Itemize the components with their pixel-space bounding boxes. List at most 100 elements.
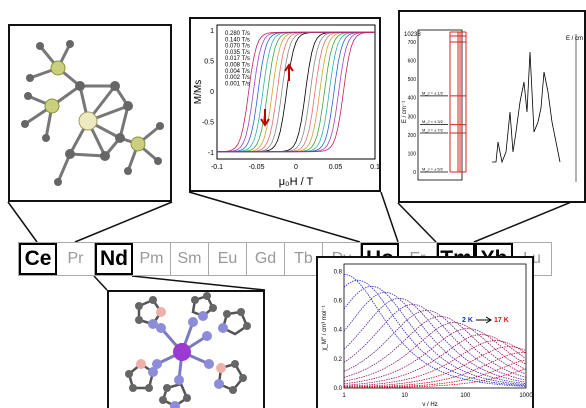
element-pr: Pr [57, 243, 95, 275]
energy-tick-label: 400 [408, 96, 417, 102]
x-tick-label: 100 [460, 393, 471, 399]
energy-tick-label: 300 [408, 114, 417, 120]
connector-nd [93, 275, 108, 291]
connector-ho [380, 191, 399, 243]
temperature-curve [343, 279, 527, 387]
level-label: M_J = ± 3/2 [422, 119, 444, 124]
sweep-rate-label: 0.001 T/s [225, 81, 250, 87]
plot-frame [343, 263, 527, 389]
sweep-rate-label: 0.070 T/s [225, 44, 250, 50]
y-tick-label: 0.0 [334, 386, 343, 392]
energy-axis-label: E / cm⁻¹ [402, 101, 408, 123]
temperature-curve [343, 297, 527, 383]
element-sm: Sm [171, 243, 209, 275]
ac-susceptibility-chart: 0.8 0.6 0.4 0.2 0.0 1 10 100 1000 χ_M'' / cm³ m… [322, 263, 532, 408]
x-axis-label: ν / Hz [422, 402, 437, 408]
neodymium-molecule-image [125, 292, 251, 408]
temperature-curve [343, 285, 527, 386]
sweep-rate-label: 0.017 T/s [225, 56, 250, 62]
plot-frame [216, 24, 376, 160]
ac-susceptibility-panel: 0.8 0.6 0.4 0.2 0.0 1 10 100 1000 χ_M'' / cm³ m… [316, 256, 534, 408]
hysteresis-curve-up [217, 31, 376, 153]
element-pm: Pm [133, 243, 171, 275]
y-tick-label: 0.4 [334, 328, 343, 334]
y-axis-label: M/Ms [193, 80, 204, 104]
legend-end-temp: 17 K [494, 317, 509, 324]
x-tick-label: -0.05 [249, 164, 265, 171]
legend-start-temp: 2 K [462, 317, 473, 324]
connector-tm [473, 195, 586, 243]
sweep-rate-legend: 0.280 T/s0.140 T/s0.070 T/s0.035 T/s0.01… [225, 31, 250, 87]
energy-tick-label: 200 [408, 133, 417, 139]
connector-tm [397, 202, 437, 243]
y-tick-label: 0.5 [204, 59, 214, 66]
connector-ce [7, 201, 38, 243]
x-tick-label: 1 [342, 393, 346, 399]
temperature-curve [343, 273, 527, 387]
temperature-curve [343, 322, 527, 382]
energy-tick-label: 500 [408, 77, 417, 83]
sweep-rate-label: 0.008 T/s [225, 63, 250, 69]
sweep-rate-label: 0.004 T/s [225, 69, 250, 75]
temperature-curve [343, 346, 527, 388]
top-energy-value: 10238 [404, 32, 421, 38]
x-axis-ticks: 1 10 100 1000 [342, 393, 532, 399]
y-axis-ticks: 0.8 0.6 0.4 0.2 0.0 [334, 269, 343, 392]
cerium-molecule-image [21, 40, 164, 186]
y-axis-ticks: 1 0.5 0 -0.5 -1 [202, 28, 214, 157]
sweep-rate-label: 0.140 T/s [225, 37, 250, 43]
level-label: M_J = ± 1/2 [422, 90, 444, 95]
susceptibility-curves [343, 273, 527, 389]
sweep-rate-label: 0.002 T/s [225, 75, 250, 81]
y-tick-label: 1 [210, 28, 214, 35]
neodymium-atom [173, 343, 191, 361]
x-axis-label: μ₀H / T [279, 176, 314, 188]
y-axis-label: χ_M'' / cm³ mol⁻¹ [322, 305, 328, 350]
level-label: M_J = ± 7/2 [422, 128, 444, 133]
energy-tick-label: 700 [408, 40, 417, 46]
neodymium-structure-panel [107, 290, 265, 408]
connector-ce [74, 201, 173, 243]
temperature-curve [343, 309, 527, 378]
temperature-curve [343, 328, 527, 385]
arrow-up-icon [284, 63, 294, 81]
spectrum-trace [492, 51, 561, 164]
temperature-curve [344, 368, 527, 389]
connector-nd [131, 275, 266, 291]
hysteresis-panel: 0.280 T/s 0.140 T/s 0.070 T/s 0.035 T/s 0.01… [189, 17, 381, 192]
connector-ho [188, 191, 361, 243]
hysteresis-curve-down [216, 31, 375, 153]
energy-tick-label: 600 [408, 59, 417, 65]
energy-level-diagram: 10238 E / cm⁻¹ 700 600 500 400 300 200 100 0 M_… [402, 29, 583, 182]
x-tick-label: 10 [401, 393, 408, 399]
x-tick-label: -0.1 [211, 164, 223, 171]
hysteresis-curves [216, 31, 376, 153]
element-eu: Eu [209, 243, 247, 275]
x-tick-label: 1000 [519, 393, 532, 399]
y-tick-label: 0.8 [334, 269, 343, 275]
element-gd: Gd [247, 243, 285, 275]
y-tick-label: 0.6 [334, 298, 343, 304]
x-tick-label: 0.1 [370, 164, 379, 171]
level-lines: M_J = ± 5/2 M_J = ± 7/2 M_J = ± 3/2 M_J = ±… [420, 90, 466, 173]
level-label: M_J = ± 5/2 [422, 167, 444, 172]
level-frame [417, 29, 463, 181]
element-nd: Nd [95, 243, 133, 275]
x-tick-label: 0 [294, 164, 298, 171]
energy-levels-panel: 10238 E / cm⁻¹ 700 600 500 400 300 200 100 0 M_… [398, 10, 586, 203]
temperature-curve [344, 352, 527, 388]
y-tick-label: 0.2 [334, 357, 343, 363]
right-axis-label: E / cm [566, 36, 583, 42]
sweep-rate-label: 0.280 T/s [225, 31, 250, 37]
temperature-curve [343, 340, 527, 387]
hysteresis-chart: 0.280 T/s0.140 T/s0.070 T/s0.035 T/s0.01… [193, 24, 379, 188]
energy-tick-label: 0 [413, 170, 416, 176]
cerium-structure-panel [8, 24, 172, 202]
arrow-right-icon [476, 316, 492, 324]
temperature-curve [343, 334, 527, 386]
red-level-box [449, 31, 467, 172]
sweep-rate-label: 0.035 T/s [225, 50, 250, 56]
temperature-curve [343, 291, 527, 385]
element-ce: Ce [19, 243, 57, 275]
arrow-down-icon [260, 109, 270, 127]
